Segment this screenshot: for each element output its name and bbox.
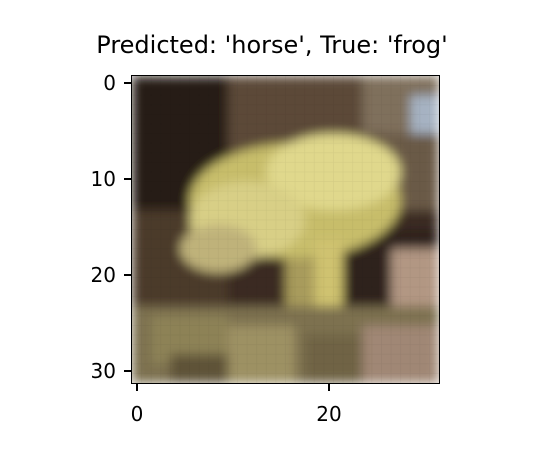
y-tick-mark-20 xyxy=(124,274,131,276)
y-tick-mark-10 xyxy=(124,178,131,180)
y-tick-mark-0 xyxy=(124,82,131,84)
frog-image xyxy=(132,76,439,383)
x-tick-mark-20 xyxy=(328,384,330,391)
y-tick-label-20: 20 xyxy=(90,263,116,287)
x-tick-mark-0 xyxy=(136,384,138,391)
y-tick-label-30: 30 xyxy=(90,359,116,383)
plot-title: Predicted: 'horse', True: 'frog' xyxy=(96,31,448,59)
y-tick-label-0: 0 xyxy=(103,71,116,95)
image-axes xyxy=(131,75,440,384)
x-tick-label-0: 0 xyxy=(130,402,144,426)
x-tick-label-20: 20 xyxy=(316,402,342,426)
y-tick-label-10: 10 xyxy=(90,167,116,191)
y-tick-mark-30 xyxy=(124,370,131,372)
